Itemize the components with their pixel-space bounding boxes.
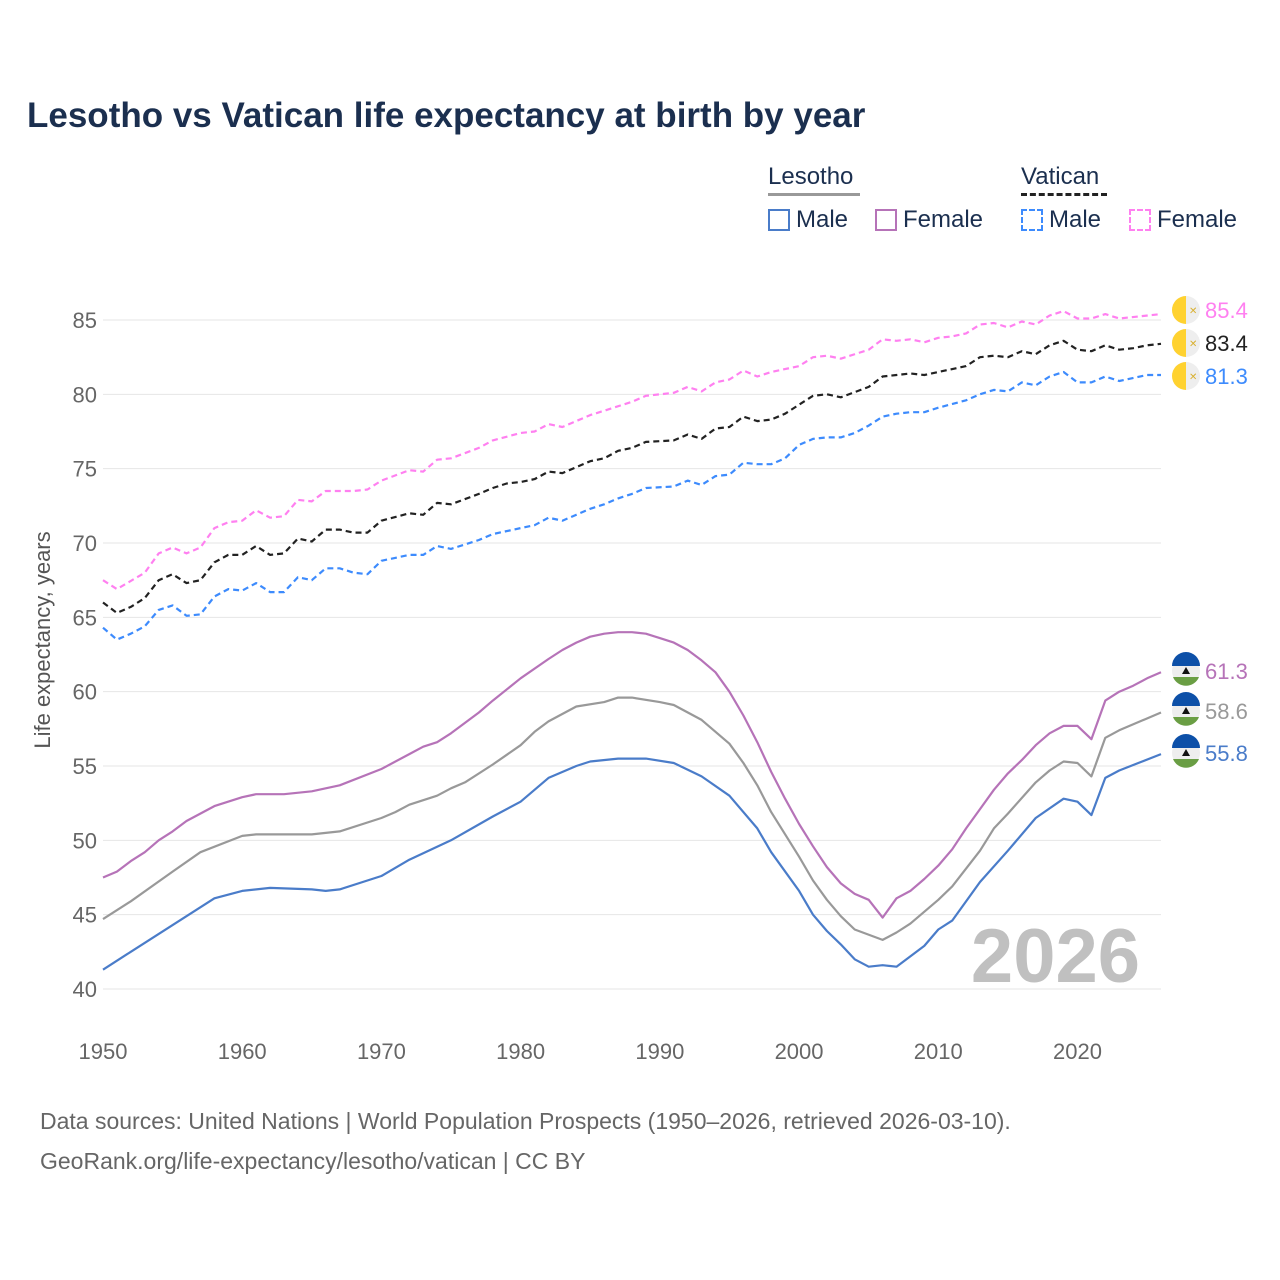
series-line-lesotho-female bbox=[102, 631, 1162, 919]
legend-lesotho-heading: Lesotho bbox=[768, 163, 860, 196]
legend-vatican-heading: Vatican bbox=[1021, 163, 1107, 196]
legend-text: Female bbox=[1157, 206, 1238, 233]
y-tick-label: 70 bbox=[73, 531, 97, 556]
legend-lesotho-male[interactable]: Male bbox=[768, 206, 848, 234]
series-line-lesotho-male bbox=[102, 753, 1162, 971]
legend-swatch bbox=[875, 209, 897, 231]
vatican-keys-icon: ✕ bbox=[1189, 372, 1197, 383]
lesotho-hat-icon bbox=[1182, 667, 1190, 674]
x-tick-label: 1980 bbox=[496, 1039, 545, 1064]
y-tick-label: 65 bbox=[73, 605, 97, 630]
lesotho-flag-icon bbox=[1173, 717, 1199, 726]
chart-title: Lesotho vs Vatican life expectancy at bi… bbox=[27, 96, 866, 135]
x-tick-label: 1960 bbox=[218, 1039, 267, 1064]
y-tick-label: 85 bbox=[73, 308, 97, 333]
series-line-vatican-female bbox=[102, 310, 1162, 591]
legend-swatch bbox=[1021, 209, 1043, 231]
vatican-keys-icon: ✕ bbox=[1189, 339, 1197, 350]
legend-text: Female bbox=[903, 206, 984, 233]
x-tick-label: 2020 bbox=[1053, 1039, 1102, 1064]
x-tick-label: 2000 bbox=[775, 1039, 824, 1064]
vatican-flag-icon bbox=[1172, 296, 1186, 324]
source-text: Data sources: United Nations | World Pop… bbox=[40, 1108, 1011, 1134]
end-value-label: 55.8 bbox=[1205, 741, 1248, 766]
lesotho-flag-icon bbox=[1173, 759, 1199, 768]
y-tick-label: 60 bbox=[73, 680, 97, 705]
legend-swatch bbox=[768, 209, 790, 231]
vatican-flag-icon bbox=[1172, 362, 1186, 390]
lesotho-flag-icon bbox=[1172, 692, 1200, 706]
legend-text: Male bbox=[1049, 206, 1102, 233]
end-value-label: 85.4 bbox=[1205, 298, 1248, 323]
year-watermark: 2026 bbox=[971, 914, 1140, 999]
legend-lesotho-label: Lesotho bbox=[768, 163, 854, 190]
lesotho-flag-icon bbox=[1173, 677, 1199, 686]
lesotho-flag-icon bbox=[1172, 734, 1200, 748]
legend-swatch bbox=[1129, 209, 1151, 231]
y-tick-label: 45 bbox=[73, 903, 97, 928]
end-value-label: 58.6 bbox=[1205, 699, 1248, 724]
legend-lesotho-female[interactable]: Female bbox=[875, 206, 983, 234]
end-value-label: 81.3 bbox=[1205, 364, 1248, 389]
y-tick-label: 40 bbox=[73, 977, 97, 1002]
x-tick-label: 2010 bbox=[914, 1039, 963, 1064]
y-axis-label: Life expectancy, years bbox=[30, 531, 55, 749]
lesotho-flag-icon bbox=[1172, 652, 1200, 666]
legend-text: Male bbox=[796, 206, 849, 233]
vatican-flag-icon bbox=[1172, 329, 1186, 357]
series-line-vatican-total bbox=[102, 339, 1162, 615]
legend-vatican-line bbox=[1021, 193, 1107, 196]
legend-vatican-label: Vatican bbox=[1021, 163, 1100, 190]
source-link[interactable]: GeoRank.org/life-expectancy/lesotho/vati… bbox=[40, 1148, 586, 1174]
legend-lesotho-line bbox=[768, 193, 860, 196]
lesotho-hat-icon bbox=[1182, 707, 1190, 714]
series-line-lesotho-total bbox=[102, 696, 1162, 942]
legend-vatican-female[interactable]: Female bbox=[1129, 206, 1237, 234]
end-value-label: 83.4 bbox=[1205, 331, 1248, 356]
legend-vatican-male[interactable]: Male bbox=[1021, 206, 1101, 234]
x-tick-label: 1970 bbox=[357, 1039, 406, 1064]
series-line-vatican-male bbox=[102, 370, 1161, 641]
y-tick-label: 50 bbox=[73, 828, 97, 853]
y-tick-label: 75 bbox=[73, 457, 97, 482]
y-tick-label: 55 bbox=[73, 754, 97, 779]
x-tick-label: 1990 bbox=[635, 1039, 684, 1064]
vatican-keys-icon: ✕ bbox=[1189, 306, 1197, 317]
lesotho-hat-icon bbox=[1182, 749, 1190, 756]
y-tick-label: 80 bbox=[73, 382, 97, 407]
end-value-label: 61.3 bbox=[1205, 659, 1248, 684]
x-tick-label: 1950 bbox=[79, 1039, 128, 1064]
